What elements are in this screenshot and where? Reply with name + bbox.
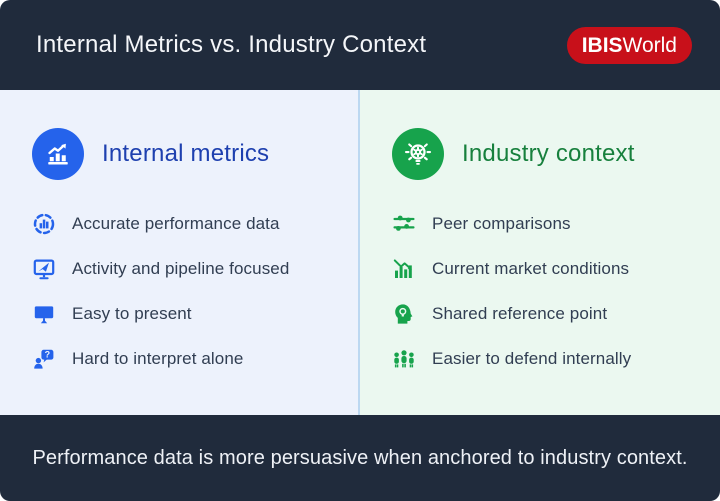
panel-industry-context: Industry context Peer compari: [360, 90, 720, 415]
ibisworld-logo: IBIS World: [566, 26, 692, 64]
header-bar: Internal Metrics vs. Industry Context IB…: [0, 0, 720, 90]
svg-text:?: ?: [45, 350, 51, 360]
footer-bar: Performance data is more persuasive when…: [0, 415, 720, 501]
list-item: Current market conditions: [392, 257, 696, 281]
list-item-label: Peer comparisons: [432, 214, 571, 233]
footer-takeaway-text: Performance data is more persuasive when…: [32, 446, 688, 469]
list-item-label: Shared reference point: [432, 304, 608, 323]
list-item-label: Current market conditions: [432, 259, 630, 278]
list-item-label: Activity and pipeline focused: [72, 259, 290, 278]
list-item: Accurate performance data: [32, 212, 334, 236]
list-item: Shared reference point: [392, 302, 696, 326]
lightbulb-gear-icon: [392, 128, 444, 180]
head-lightbulb-icon: [392, 302, 416, 326]
peer-dots-lines-icon: [392, 212, 416, 236]
people-group-icon: [392, 347, 416, 371]
comparison-panels: Internal metrics Accurate performance da…: [0, 90, 720, 415]
panel-header: Internal metrics: [32, 128, 334, 180]
presentation-screen-icon: [32, 302, 56, 326]
list-item-label: Easier to defend internally: [432, 349, 632, 368]
panel-internal-metrics: Internal metrics Accurate performance da…: [0, 90, 360, 415]
donut-bars-icon: [32, 212, 56, 236]
panel-title-industry-context: Industry context: [462, 140, 635, 167]
industry-context-list: Peer comparisons Current market co: [392, 212, 696, 371]
monitor-rocket-icon: [32, 257, 56, 281]
list-item: Easy to present: [32, 302, 334, 326]
list-item-label: Easy to present: [72, 304, 192, 323]
list-item: Activity and pipeline focused: [32, 257, 334, 281]
person-question-icon: ?: [32, 347, 56, 371]
list-item: ? Hard to interpret alone: [32, 347, 334, 371]
list-item: Peer comparisons: [392, 212, 696, 236]
list-item-label: Hard to interpret alone: [72, 349, 244, 368]
bar-chart-growth-icon: [32, 128, 84, 180]
list-item-label: Accurate performance data: [72, 214, 280, 233]
list-item: Easier to defend internally: [392, 347, 696, 371]
panel-title-internal-metrics: Internal metrics: [102, 140, 270, 167]
page-title: Internal Metrics vs. Industry Context: [36, 31, 427, 58]
internal-metrics-list: Accurate performance data Activity and p…: [32, 212, 334, 371]
panel-header: Industry context: [392, 128, 696, 180]
logo-text-bold: IBIS: [581, 33, 623, 57]
bars-trend-arrow-icon: [392, 257, 416, 281]
logo-text-regular: World: [622, 33, 677, 57]
